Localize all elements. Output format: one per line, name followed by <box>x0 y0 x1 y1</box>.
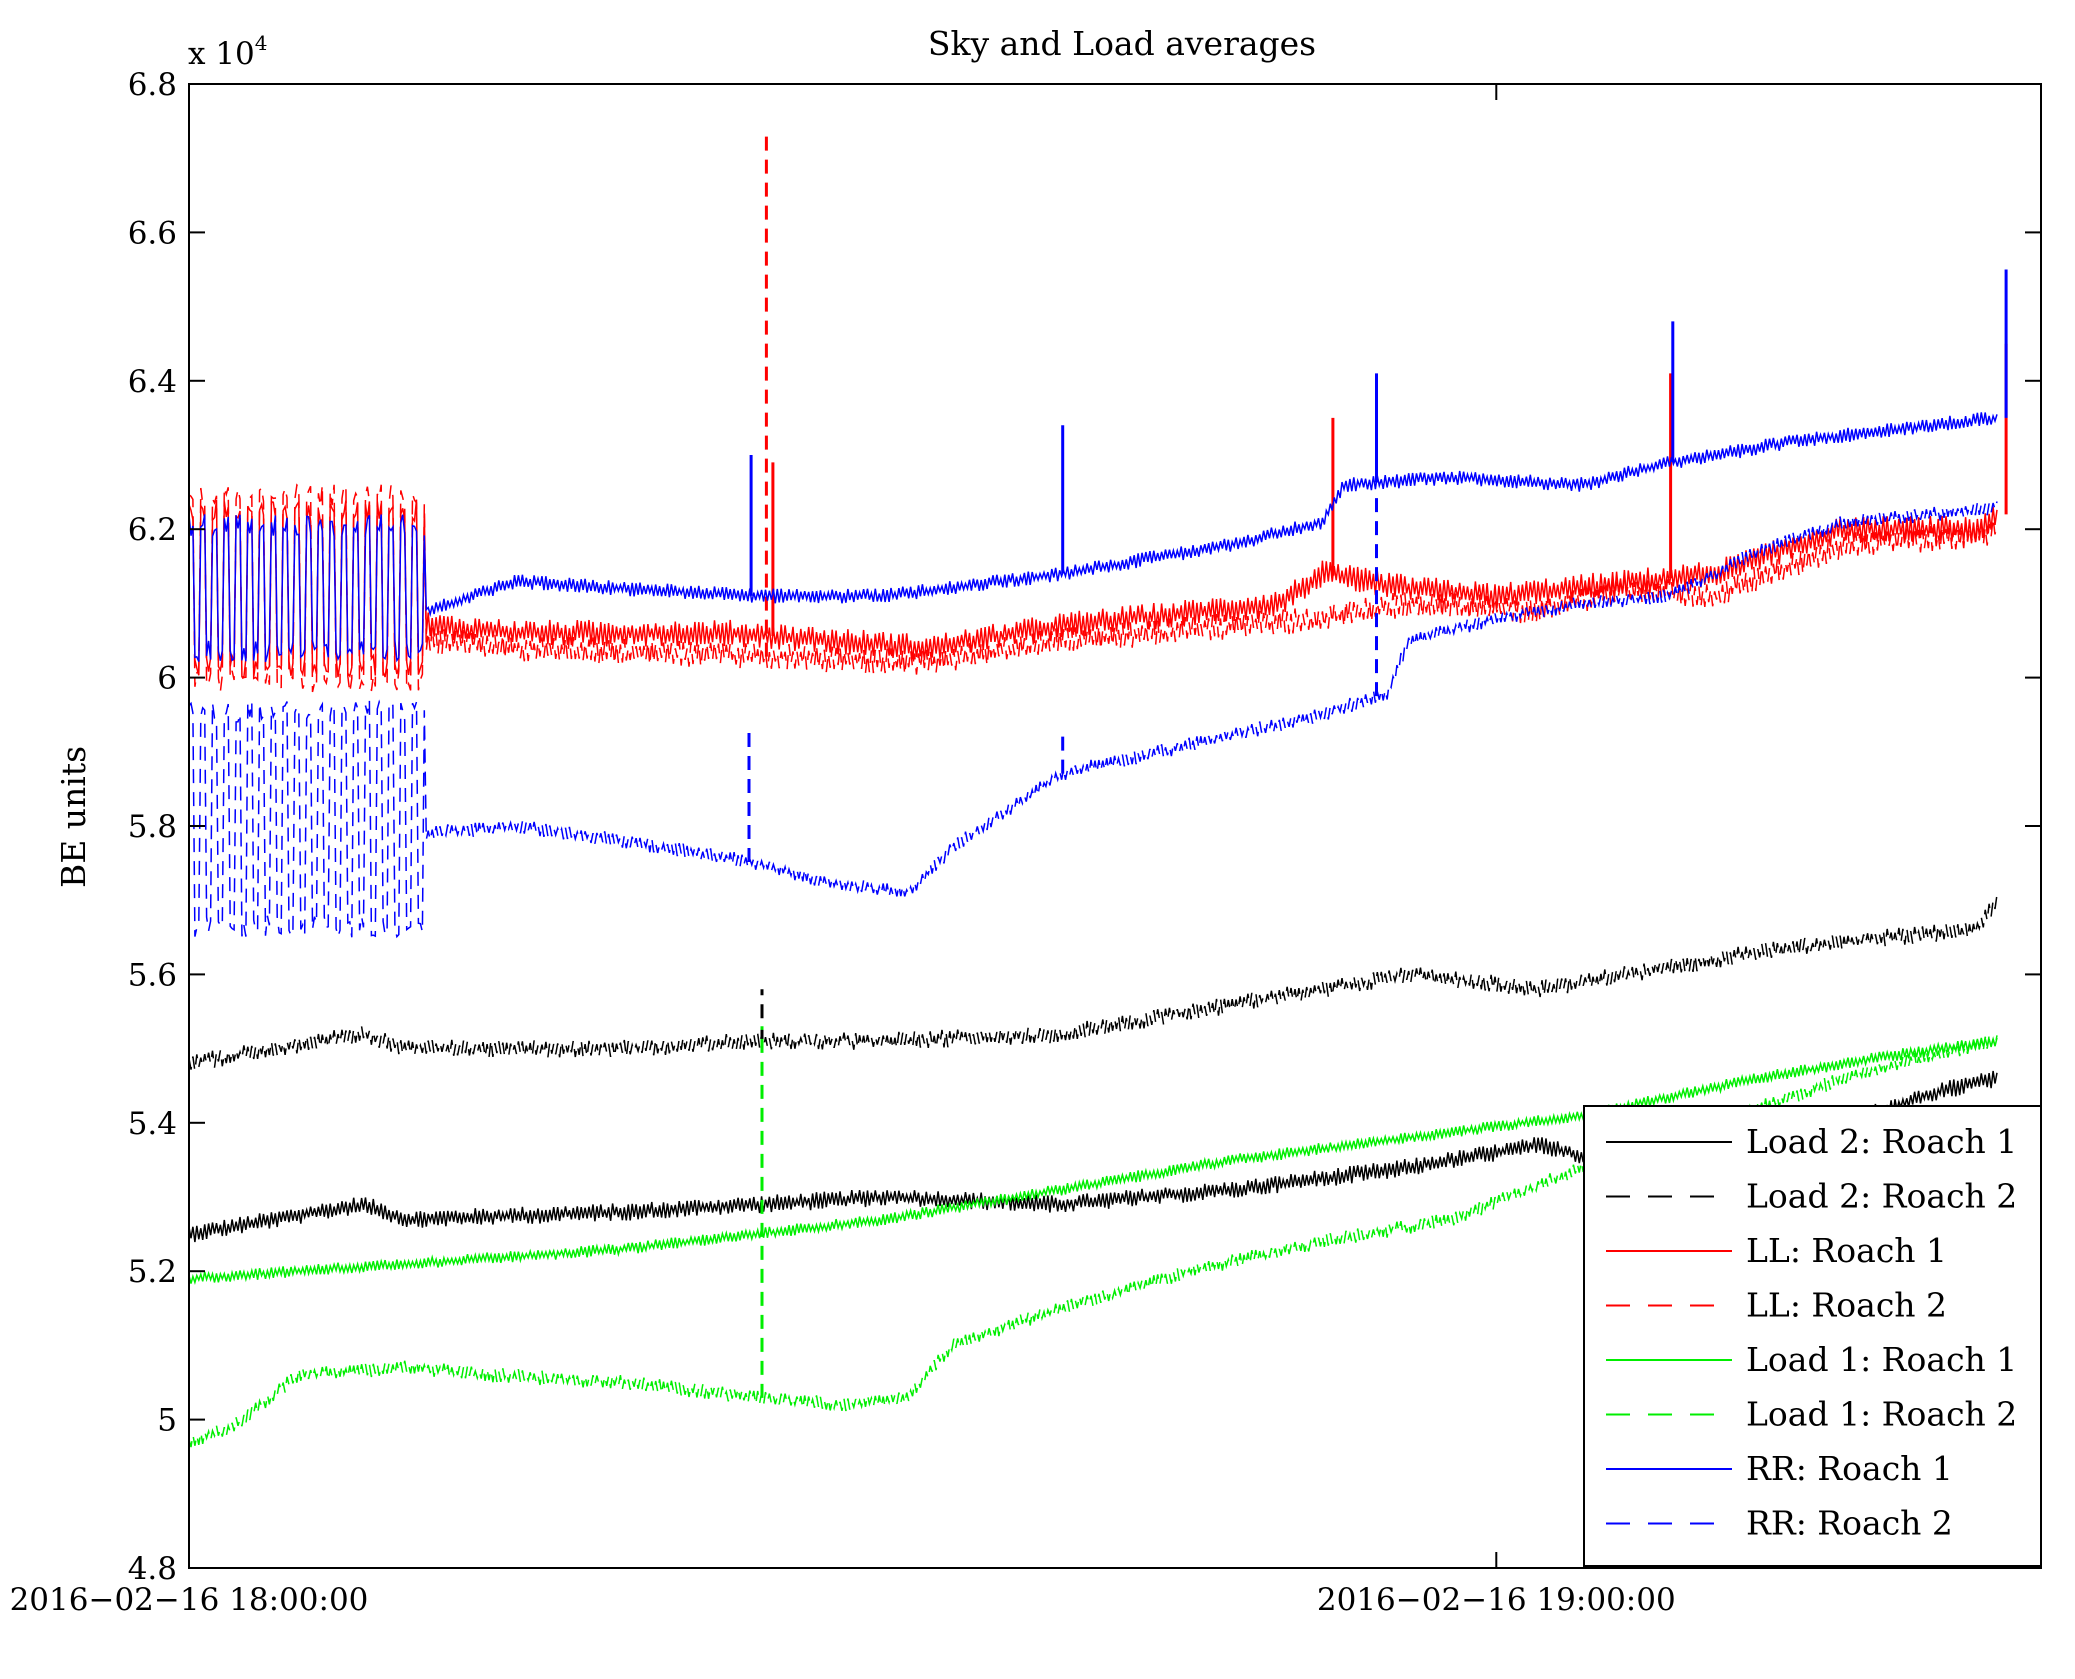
y-axis-label: BE units <box>54 746 93 888</box>
series-line <box>189 483 1998 693</box>
legend: Load 2: Roach 1 Load 2: Roach 2 LL: Roach … <box>1583 1105 2042 1567</box>
y-tick-label: 6.2 <box>128 512 177 548</box>
x-tick-label: 2016−02−16 18:00:00 <box>10 1582 369 1618</box>
chart-title: Sky and Load averages <box>928 24 1316 63</box>
series-rr-roach-1 <box>189 269 2008 663</box>
series-load-1-roach-1 <box>189 1037 1998 1285</box>
legend-box <box>1583 1105 2042 1567</box>
x-tick-label: 2016−02−16 19:00:00 <box>1317 1582 1676 1618</box>
legend-label: LL: Roach 2 <box>1746 1286 1947 1325</box>
y-axis-multiplier: x 104 <box>188 31 268 72</box>
series-line <box>189 894 1998 1072</box>
plot-area <box>189 135 2008 1448</box>
series-ll-roach-1 <box>189 343 2008 678</box>
axes: 4.8 5 5.2 5.4 5.6 5.8 6 6.2 6.4 6.6 6.8 2016−02−16 … <box>10 67 2042 1618</box>
y-tick-label: 5.4 <box>128 1106 177 1142</box>
legend-entry: Load 2: Roach 1 <box>1606 1122 2017 1161</box>
legend-entry: LL: Roach 2 <box>1606 1286 1947 1325</box>
series-line <box>189 412 1998 663</box>
legend-label: Load 2: Roach 2 <box>1746 1177 2017 1216</box>
legend-entry: RR: Roach 1 <box>1606 1449 1953 1488</box>
y-tick-label: 5 <box>157 1403 177 1439</box>
y-tick-label: 4.8 <box>128 1551 177 1587</box>
legend-label: RR: Roach 2 <box>1746 1504 1953 1543</box>
legend-entry: LL: Roach 1 <box>1606 1231 1947 1270</box>
y-multiplier-exponent: 4 <box>255 31 268 55</box>
y-tick-label: 6 <box>157 661 177 697</box>
series-line <box>189 1037 1998 1285</box>
y-tick-label: 5.2 <box>128 1254 177 1290</box>
y-tick-label: 6.8 <box>128 67 177 103</box>
y-tick-label: 6.4 <box>128 364 177 400</box>
legend-entry: RR: Roach 2 <box>1606 1504 1953 1543</box>
series-load-2-roach-2 <box>189 894 1998 1072</box>
series-ll-roach-2 <box>189 135 1998 693</box>
y-multiplier-base: x 10 <box>188 36 255 72</box>
series-line <box>189 501 1998 940</box>
legend-label: RR: Roach 1 <box>1746 1449 1953 1488</box>
legend-label: Load 2: Roach 1 <box>1746 1122 2017 1161</box>
y-tick-label: 5.6 <box>128 957 177 993</box>
series-rr-roach-2 <box>189 492 1998 940</box>
series-layer <box>189 135 2008 1448</box>
y-tick-label: 5.8 <box>128 809 177 845</box>
legend-entry: Load 2: Roach 2 <box>1606 1177 2017 1216</box>
legend-label: Load 1: Roach 1 <box>1746 1340 2017 1379</box>
legend-label: Load 1: Roach 2 <box>1746 1395 2017 1434</box>
legend-label: LL: Roach 1 <box>1746 1231 1947 1270</box>
legend-entry: Load 1: Roach 2 <box>1606 1395 2017 1434</box>
series-line <box>189 499 1998 678</box>
legend-entry: Load 1: Roach 1 <box>1606 1340 2017 1379</box>
y-tick-label: 6.6 <box>128 215 177 251</box>
